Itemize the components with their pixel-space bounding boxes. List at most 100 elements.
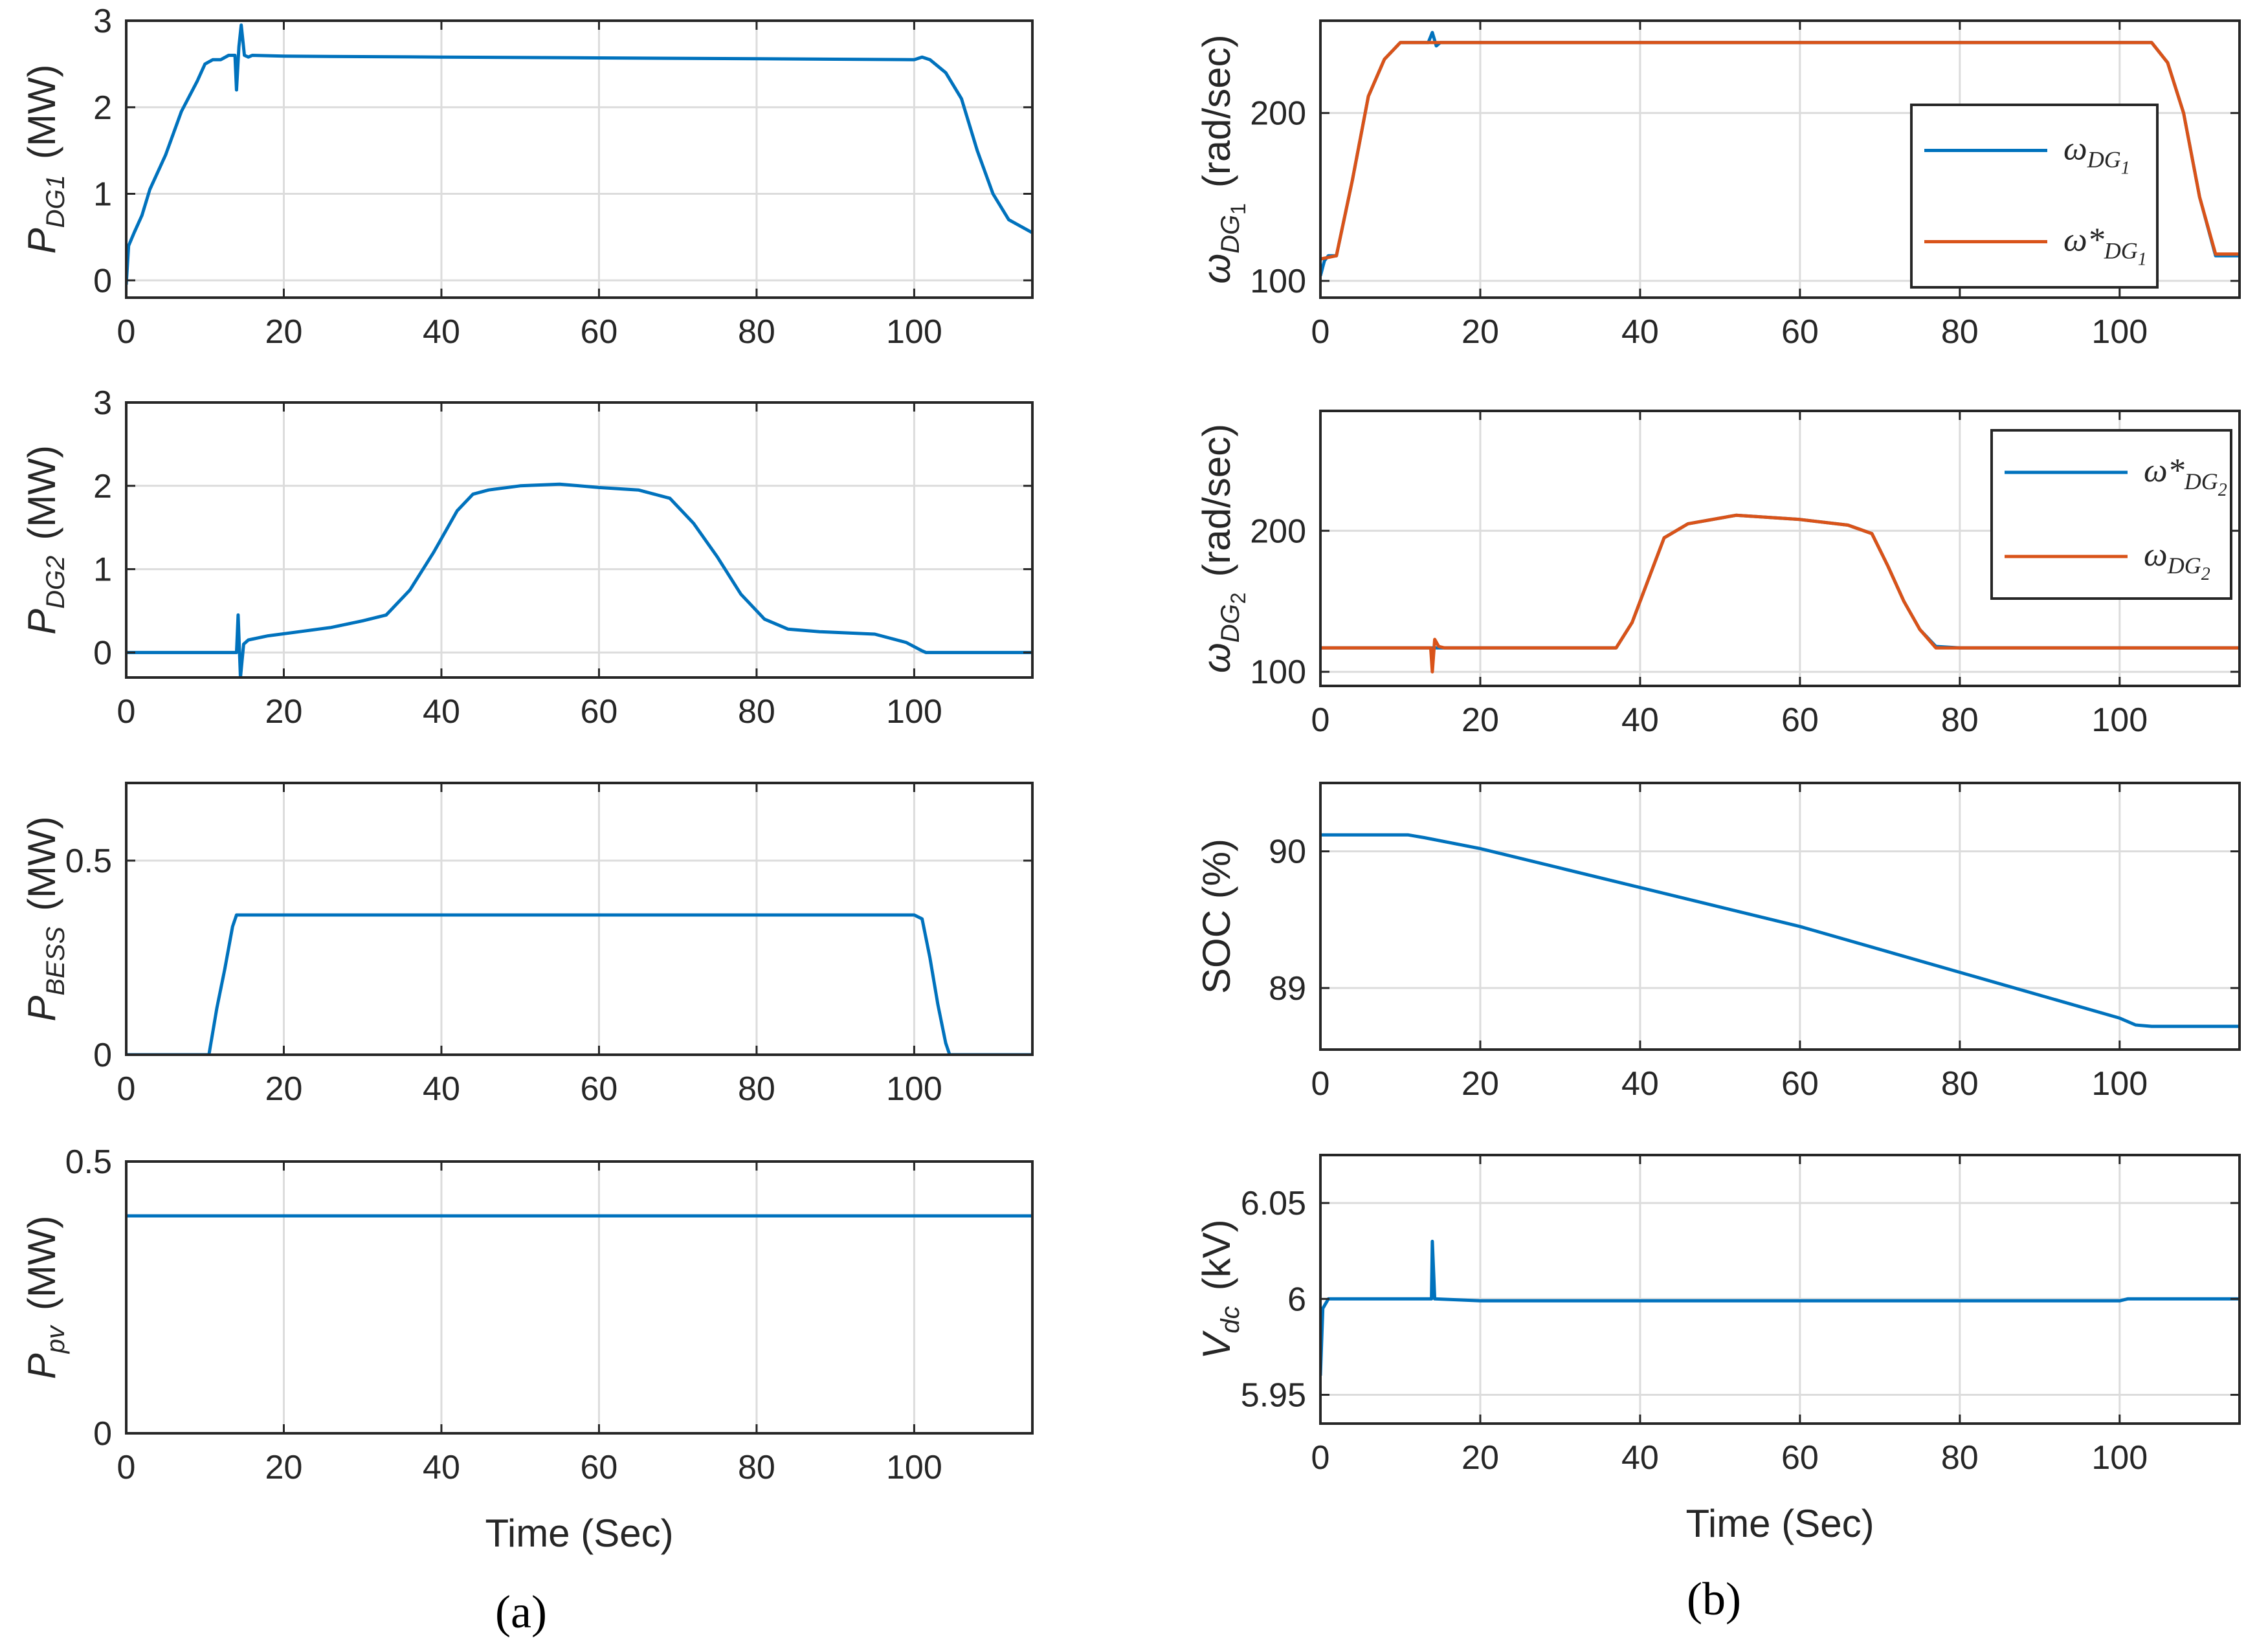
- x-tick-label: 60: [581, 693, 618, 731]
- legend-box: [1910, 104, 2159, 289]
- x-tick-label: 20: [265, 313, 303, 351]
- y-tick-label: 200: [1250, 95, 1306, 133]
- y-tick-label: 200: [1250, 512, 1306, 550]
- axes-box: [125, 19, 1034, 299]
- x-tick-label: 60: [1781, 1065, 1819, 1103]
- x-tick-label: 80: [1941, 1439, 1979, 1477]
- x-tick-label: 60: [581, 313, 618, 351]
- y-tick-label: 1: [93, 176, 112, 214]
- x-tick-label: 100: [886, 1449, 942, 1486]
- panel-label-b: (b): [1687, 1573, 1741, 1625]
- y-tick-label: 0: [93, 634, 112, 672]
- x-tick-label: 100: [886, 1070, 942, 1108]
- x-tick-label: 80: [738, 1070, 775, 1108]
- panel-label-a: (a): [495, 1586, 547, 1638]
- y-tick-label: 0: [93, 1415, 112, 1453]
- x-tick-label: 60: [581, 1449, 618, 1486]
- x-tick-label: 40: [1621, 1439, 1659, 1477]
- x-tick-label: 80: [738, 1449, 775, 1486]
- legend: ω*DG2 ωDG2: [1990, 429, 2232, 600]
- y-tick-label: 90: [1269, 833, 1306, 871]
- axes-box: [1319, 1154, 2241, 1425]
- x-tick-label: 80: [1941, 313, 1979, 351]
- y-tick-label: 0.5: [65, 843, 112, 880]
- y-axis-label: Vdc(kV): [1195, 1219, 1245, 1359]
- series-line-pdg2-0: [126, 482, 1032, 677]
- x-tick-label: 40: [423, 1449, 460, 1486]
- x-tick-label: 60: [1781, 313, 1819, 351]
- x-tick-label: 0: [1311, 1439, 1330, 1477]
- y-axis-label: PDG1(MW): [20, 65, 70, 254]
- y-axis-label: Ppv(MW): [20, 1216, 70, 1380]
- x-tick-label: 20: [1462, 1065, 1499, 1103]
- series-line-soc-0: [1320, 833, 2240, 1028]
- legend-box: [1990, 429, 2232, 600]
- x-tick-label: 0: [1311, 313, 1330, 351]
- x-tick-label: 0: [1311, 701, 1330, 739]
- axes-box: [1319, 782, 2241, 1051]
- axes-box: [125, 782, 1034, 1056]
- x-tick-label: 20: [265, 1449, 303, 1486]
- x-tick-label: 100: [886, 313, 942, 351]
- legend-label: ωDG2: [2144, 536, 2210, 584]
- legend-label: ω*DG2: [2144, 452, 2227, 500]
- y-tick-label: 0.5: [65, 1143, 112, 1181]
- x-tick-label: 20: [265, 693, 303, 731]
- y-tick-label: 0: [93, 1037, 112, 1074]
- x-tick-label: 0: [117, 1070, 136, 1108]
- chart-ppv: 0 20 40 60 80 100 0 0.5 Ppv(MW) Time (Sec): [20, 1143, 1034, 1555]
- axes-box: [125, 401, 1034, 679]
- x-tick-label: 40: [423, 1070, 460, 1108]
- x-tick-label: 0: [117, 1449, 136, 1486]
- x-tick-label: 80: [738, 693, 775, 731]
- legend-label: ω*DG1: [2063, 222, 2147, 270]
- x-tick-label: 100: [2091, 313, 2148, 351]
- series-line-wdg1-1: [1320, 41, 2240, 261]
- x-tick-label: 100: [2091, 1065, 2148, 1103]
- y-tick-label: 2: [93, 89, 112, 127]
- x-tick-label: 40: [1621, 1065, 1659, 1103]
- y-tick-label: 3: [93, 384, 112, 422]
- series-line-pbess-0: [126, 913, 1032, 1055]
- y-axis-label: ωDG1(rad/sec): [1195, 34, 1250, 283]
- x-tick-label: 0: [117, 313, 136, 351]
- x-tick-label: 60: [581, 1070, 618, 1108]
- x-tick-label: 80: [738, 313, 775, 351]
- x-tick-label: 60: [1781, 701, 1819, 739]
- legend: ωDG1 ω*DG1: [1910, 104, 2159, 289]
- y-tick-label: 89: [1269, 970, 1306, 1008]
- x-tick-label: 80: [1941, 1065, 1979, 1103]
- x-tick-label: 100: [2091, 1439, 2148, 1477]
- chart-pdg1: 0 20 40 60 80 100 0 1 2 3 PDG1(MW): [20, 3, 1034, 351]
- y-tick-label: 2: [93, 468, 112, 505]
- x-tick-label: 40: [423, 313, 460, 351]
- y-axis-label: PBESS(MW): [20, 816, 70, 1021]
- y-tick-label: 0: [93, 262, 112, 300]
- x-tick-label: 60: [1781, 1439, 1819, 1477]
- axes-box: [125, 1160, 1034, 1435]
- x-tick-label: 0: [117, 693, 136, 731]
- x-tick-label: 40: [1621, 313, 1659, 351]
- series-line-wdg2-1: [1320, 513, 2240, 674]
- y-tick-label: 1: [93, 551, 112, 589]
- x-axis-label: Time (Sec): [1685, 1502, 1874, 1545]
- x-tick-label: 20: [1462, 1439, 1499, 1477]
- y-axis-label: ωDG2(rad/sec): [1195, 424, 1250, 673]
- x-tick-label: 0: [1311, 1065, 1330, 1103]
- y-axis-label: SOC (%): [1195, 839, 1238, 994]
- series-line-vdc-0: [1320, 1239, 2240, 1376]
- axes-box: [1319, 410, 2241, 687]
- y-axis-label: PDG2(MW): [20, 445, 70, 635]
- legend-label: ωDG1: [2063, 131, 2130, 179]
- x-tick-label: 20: [1462, 313, 1499, 351]
- x-tick-label: 20: [1462, 701, 1499, 739]
- series-line-pdg1-0: [126, 23, 1032, 285]
- x-axis-label: Time (Sec): [485, 1512, 673, 1555]
- y-tick-label: 5.95: [1241, 1377, 1306, 1415]
- x-tick-label: 80: [1941, 701, 1979, 739]
- axes-box: [1319, 19, 2241, 299]
